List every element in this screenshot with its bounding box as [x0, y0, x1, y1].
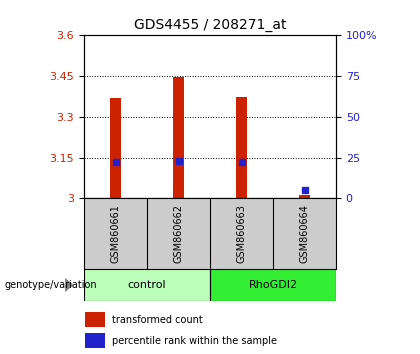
Text: GSM860662: GSM860662: [173, 204, 184, 263]
Bar: [236, 97, 247, 198]
Polygon shape: [65, 278, 73, 292]
Text: genotype/variation: genotype/variation: [4, 280, 97, 290]
Text: control: control: [128, 280, 166, 290]
Text: GSM860663: GSM860663: [236, 204, 247, 263]
Bar: [210, 269, 336, 301]
Bar: [85, 312, 105, 327]
Text: percentile rank within the sample: percentile rank within the sample: [112, 336, 277, 346]
Bar: [110, 98, 121, 198]
Bar: [84, 269, 210, 301]
Text: RhoGDI2: RhoGDI2: [249, 280, 297, 290]
Text: transformed count: transformed count: [112, 315, 202, 325]
Title: GDS4455 / 208271_at: GDS4455 / 208271_at: [134, 18, 286, 32]
Bar: [299, 195, 310, 198]
Bar: [173, 78, 184, 198]
Text: GSM860664: GSM860664: [299, 204, 310, 263]
Text: GSM860661: GSM860661: [110, 204, 121, 263]
Bar: [85, 333, 105, 348]
